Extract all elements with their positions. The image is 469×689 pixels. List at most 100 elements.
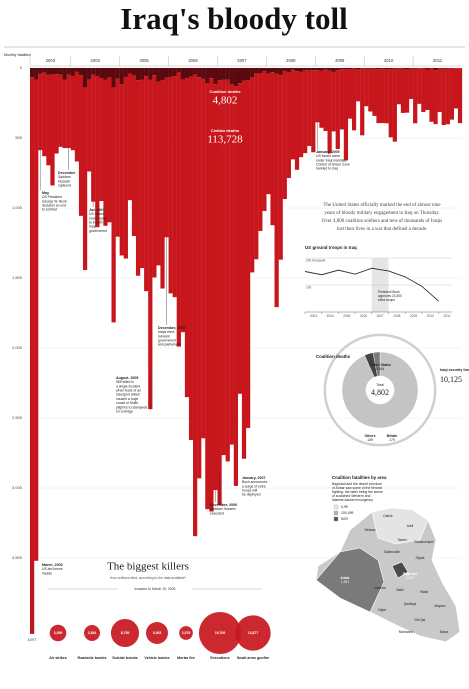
area-name: Basra [440,630,449,634]
map-title: Coalition fatalities by area [332,475,387,480]
civilian-bar [189,77,193,440]
area-name: Salahuddin [384,550,400,554]
troop-note: extra troops [378,298,395,302]
year-label: 2003 [46,58,56,63]
civilian-bar [160,80,164,288]
coalition-bar [128,68,132,73]
civilian-bar [152,75,156,277]
coalition-bar [376,68,380,69]
y-tick-label: 3,000 [12,485,23,490]
civilian-bar [433,70,437,124]
coalition-bar [107,68,111,78]
y-axis-label: Monthly fatalities [4,53,31,57]
civilian-bar [124,77,128,259]
civilian-bar [299,72,303,158]
coalition-bar [315,68,319,70]
coalition-bar [275,68,279,73]
legend-label: 100-499 [341,511,354,515]
civilian-bar [352,69,356,131]
annotation-text: on a bridge [116,409,133,413]
coalition-bar [238,68,242,83]
coalition-bar [201,68,205,79]
subtitle: How civilians died, according to the dat… [110,576,187,580]
outer-value: 10,125 [440,375,462,384]
civilian-bar [246,80,250,428]
coalition-bar [356,68,360,70]
civilian-bar [107,78,111,223]
title: Iraq's bloody toll [120,1,348,36]
coalition-bar [197,68,201,77]
area-name: Karbala [375,586,386,590]
x-tick-label: 2004 [327,314,334,318]
coalition-bar [116,68,120,79]
coalition-bar [266,68,270,74]
civilian-bar [438,69,442,112]
total-name: Coalition deaths [209,89,241,94]
intro-text: The United States officially marked the … [323,203,441,208]
coalition-bar [95,68,99,76]
civilian-bar [368,69,372,112]
civilian-bar [169,77,173,293]
killer-value: 3,059 [54,631,63,635]
coalition-bar [103,68,107,80]
civilian-bar [112,88,116,323]
civilian-bar [393,69,397,142]
coalition-bar [438,68,442,69]
coalition-bar [46,68,50,75]
killer-value: 8,759 [121,631,130,635]
legend-label: 500+ [341,517,349,521]
coalition-bar [189,68,193,77]
coalition-bar [393,68,397,69]
civilian-bar [328,71,332,154]
civilian-bar [63,80,67,148]
annotation-text: captured [58,183,71,187]
total-title: Total [376,383,384,387]
civilian-bar [454,68,458,108]
civilian-bar [336,70,340,149]
civilian-bar [71,76,75,150]
civilian-bar [136,80,140,275]
slice-value: 139 [367,438,373,442]
killer-name: Vehicle bombs [144,656,169,660]
civilian-bar [181,79,185,332]
coalition-bar [242,68,246,80]
civilian-bar [144,76,148,291]
area-name: Arbil [407,524,414,528]
civilian-bar [91,75,95,202]
civilian-bar [128,73,132,200]
civilian-bar [323,70,327,131]
civilian-bar [38,74,42,150]
killer-name: Mortar fire [177,656,195,660]
coalition-bar [323,68,327,70]
area-name: Dhi Qar [415,618,427,622]
year-label: 2004 [91,58,101,63]
coalition-bar [372,68,376,69]
civilian-bar [311,70,315,152]
killer-value: 2,078 [182,631,191,635]
annotation-text: and parliament [158,343,180,347]
civilian-bar [54,74,58,153]
civilian-bar [401,69,405,113]
civilian-bar [201,79,205,438]
civilian-bar [270,72,274,225]
civilian-bar [319,71,323,128]
coalition-bar [67,68,71,75]
intro-text: lost their lives in a war that defined a… [337,227,428,232]
civilian-bar [87,80,91,172]
civilian-bar [385,69,389,123]
coalition-bar [336,68,340,70]
civilian-bar [116,79,120,237]
civilian-bar [99,78,103,201]
civilian-bar [405,70,409,113]
civilian-bar [59,75,63,147]
civilian-bar [372,69,376,116]
coalition-bar [340,68,344,69]
outer-name: Iraqi security forces [440,368,469,372]
coalition-bar [230,68,234,84]
coalition-bar [91,68,95,75]
coalition-bar [213,68,217,84]
civilian-bar [425,70,429,110]
civilian-bar [75,72,79,162]
year-label: 2010 [384,58,394,63]
